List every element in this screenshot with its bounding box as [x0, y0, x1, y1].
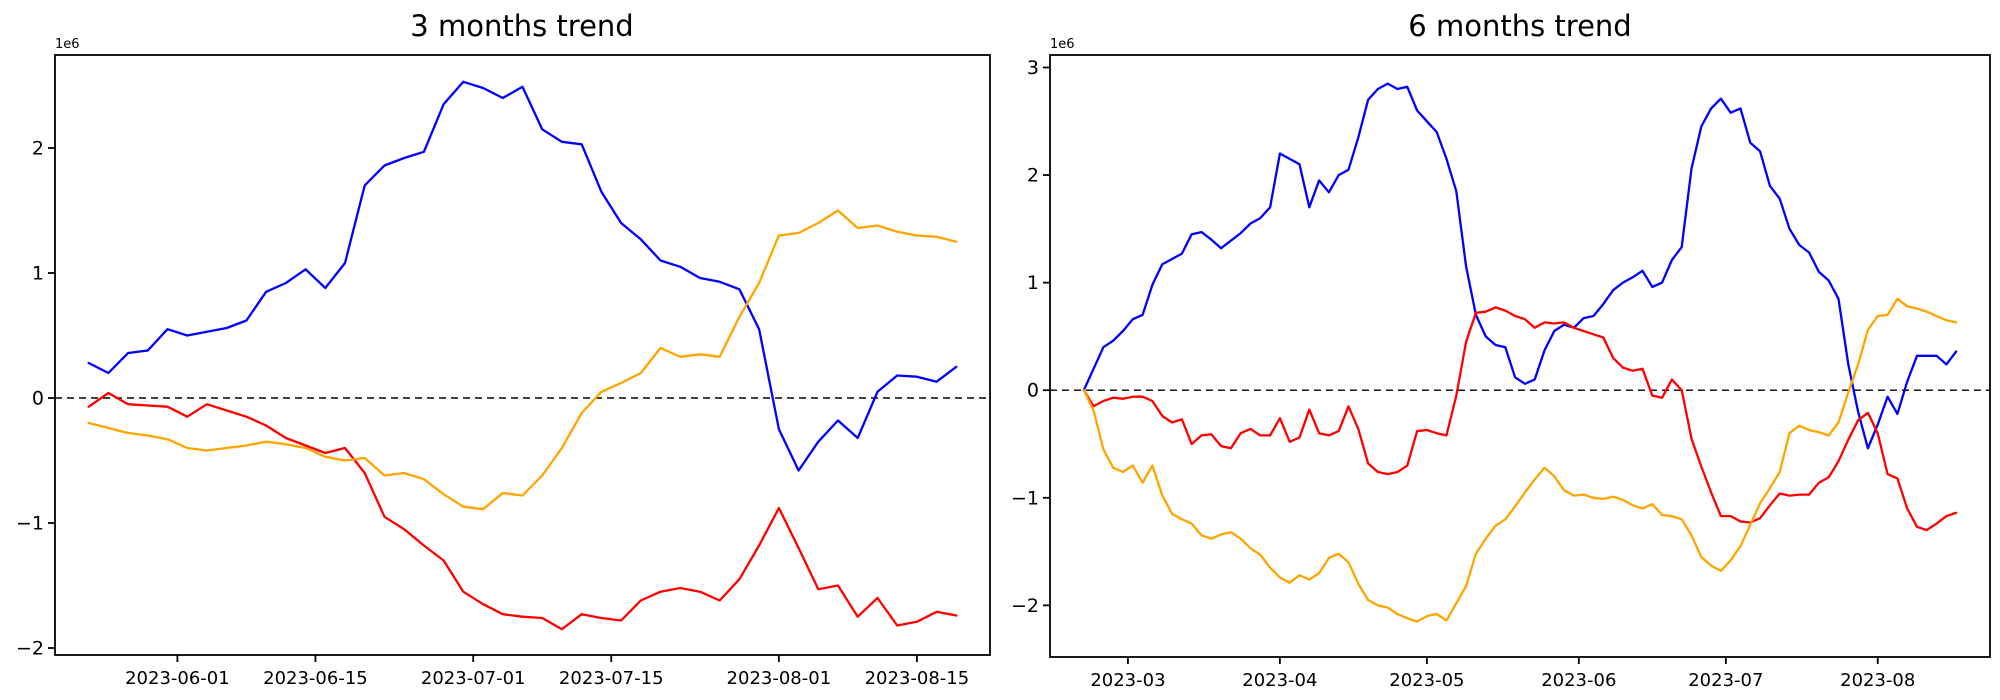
x-axis-tick-label: 2023-07-01 — [421, 668, 526, 689]
y-offset-label: 1e6 — [55, 37, 80, 52]
chart-3-months-trend: 3 months trend 1e6 −2 −1 0 1 2 2023-06-01 2023… — [16, 9, 991, 689]
x-axis-tick-label: 2023-06 — [1541, 670, 1616, 691]
x-axis-tick-label: 2023-07 — [1688, 670, 1763, 691]
y-axis-tick-label: 1 — [32, 263, 44, 285]
series-line-blue — [87, 80, 958, 472]
chart-6-months-trend: 6 months trend 1e6 −2 −1 0 1 2 3 2023-03 2023-0… — [1011, 9, 1991, 691]
y-axis-tick-label: 2 — [1027, 165, 1039, 187]
x-axis-tick-label: 2023-07-15 — [559, 668, 664, 689]
x-axis-tick-label: 2023-08-15 — [865, 668, 970, 689]
axes-spine — [54, 54, 991, 656]
series-line-orange — [87, 209, 958, 511]
y-axis-tick-label: 0 — [32, 388, 44, 410]
y-axis-tick-label: −2 — [1011, 595, 1039, 617]
series-line-red — [87, 391, 958, 631]
plot-area: −2 −1 0 1 2 3 2023-03 2023-04 2023-05 2023-06 2023… — [1011, 54, 1991, 691]
series-line-orange — [1082, 297, 1958, 623]
y-axis-tick-label: 3 — [1027, 57, 1039, 79]
axes-spine — [1049, 54, 1991, 658]
y-offset-label: 1e6 — [1050, 37, 1075, 52]
x-axis-tick-label: 2023-06-15 — [263, 668, 368, 689]
chart-title: 6 months trend — [1408, 9, 1631, 43]
x-axis-tick-label: 2023-04 — [1242, 670, 1317, 691]
plot-area: −2 −1 0 1 2 2023-06-01 2023-06-15 2023-07-01 202… — [16, 54, 991, 689]
y-axis-tick-label: 2 — [32, 138, 44, 160]
x-axis-tick-label: 2023-03 — [1090, 670, 1165, 691]
y-axis-tick-label: 0 — [1027, 380, 1039, 402]
y-axis-tick-label: −1 — [16, 513, 44, 535]
series-line-red — [1082, 306, 1958, 532]
chart-title: 3 months trend — [410, 9, 633, 43]
x-axis-tick-label: 2023-08 — [1840, 670, 1915, 691]
x-axis-tick-label: 2023-06-01 — [125, 668, 230, 689]
y-axis-tick-label: 1 — [1027, 272, 1039, 294]
x-axis-tick-label: 2023-08-01 — [727, 668, 832, 689]
series-line-blue — [1082, 82, 1958, 450]
y-axis-tick-label: −1 — [1011, 487, 1039, 509]
y-axis-tick-label: −2 — [16, 638, 44, 660]
x-axis-tick-label: 2023-05 — [1389, 670, 1464, 691]
